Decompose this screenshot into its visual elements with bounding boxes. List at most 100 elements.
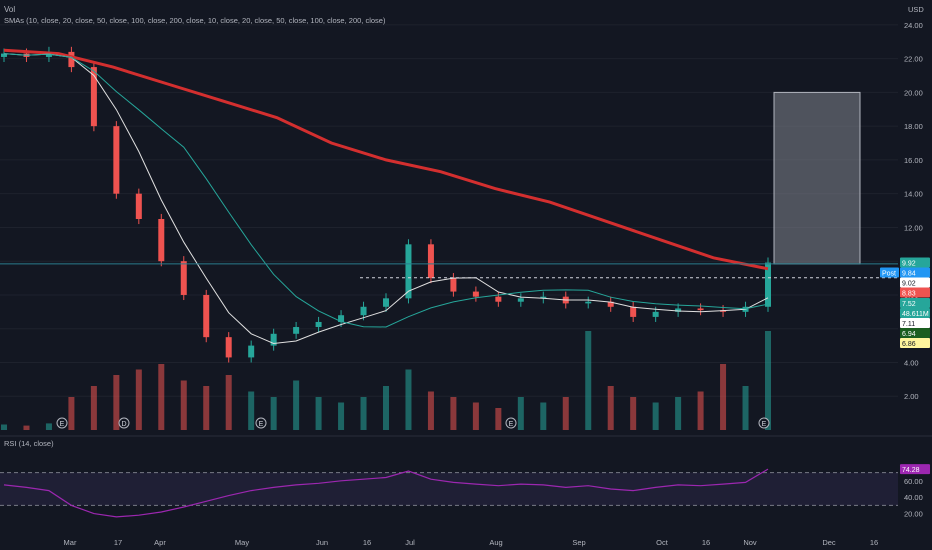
event-marker-label: E bbox=[762, 421, 767, 428]
candle[interactable] bbox=[675, 303, 682, 317]
candle-body bbox=[113, 126, 120, 194]
candle-body bbox=[472, 291, 479, 297]
candle[interactable] bbox=[630, 301, 637, 322]
price-badge[interactable]: 9.02 bbox=[900, 277, 930, 288]
candle-body bbox=[270, 333, 277, 346]
candle[interactable] bbox=[405, 239, 412, 304]
candle[interactable] bbox=[697, 303, 704, 316]
event-marker[interactable]: E bbox=[255, 417, 267, 429]
event-marker[interactable]: D bbox=[118, 417, 130, 429]
candle[interactable] bbox=[427, 239, 434, 284]
volume-bar bbox=[68, 397, 75, 430]
grid-lines bbox=[0, 24, 932, 437]
rsi-band-fill bbox=[0, 472, 898, 506]
rsi-legend: RSI (14, close) bbox=[4, 439, 54, 448]
rsi-line bbox=[3, 468, 769, 518]
sma-200-line bbox=[3, 48, 769, 271]
candle-body bbox=[293, 327, 300, 334]
volume-bar bbox=[765, 331, 771, 430]
candle[interactable] bbox=[517, 293, 524, 307]
volume-bar bbox=[675, 397, 682, 430]
time-axis[interactable]: Mar 17 Apr May Jun 16 Jul Aug Sep Oct 16 Nov Dec 16 bbox=[64, 538, 879, 547]
sma-short-line bbox=[3, 53, 769, 345]
price-badge-bg bbox=[900, 338, 930, 349]
volume-bar bbox=[630, 397, 637, 430]
price-badge-text: 7.52 bbox=[902, 301, 916, 308]
candle-body bbox=[158, 219, 165, 262]
candle[interactable] bbox=[383, 293, 389, 312]
volume-bar bbox=[338, 402, 345, 430]
price-axis[interactable]: 24.0022.0020.0018.0016.0014.0012.0010.00… bbox=[880, 21, 930, 519]
price-badge[interactable]: 9.84 Post bbox=[880, 267, 930, 278]
candle[interactable] bbox=[113, 121, 120, 199]
price-badge[interactable]: 7.52 bbox=[900, 298, 930, 309]
price-badge-text: 8.83 bbox=[902, 291, 916, 298]
candle[interactable] bbox=[765, 257, 771, 312]
candle-body bbox=[607, 301, 614, 307]
rsi-pane[interactable] bbox=[0, 468, 898, 518]
candle-body bbox=[225, 337, 232, 358]
candle-body bbox=[248, 345, 255, 358]
time-tick-label: 16 bbox=[363, 538, 371, 547]
candle[interactable] bbox=[158, 213, 165, 267]
candle[interactable] bbox=[225, 332, 232, 363]
candle[interactable] bbox=[585, 296, 592, 309]
candle[interactable] bbox=[90, 62, 97, 132]
candle[interactable] bbox=[270, 328, 277, 351]
candle-body bbox=[405, 244, 412, 299]
price-tick-label: 14.00 bbox=[904, 190, 923, 199]
price-badge[interactable]: 8.83 bbox=[900, 287, 930, 298]
price-badge[interactable]: 7.11 bbox=[900, 318, 930, 329]
candle[interactable] bbox=[248, 340, 255, 363]
time-tick-label: 16 bbox=[702, 538, 710, 547]
event-marker[interactable]: E bbox=[758, 417, 770, 429]
event-marker-label: D bbox=[121, 421, 126, 428]
price-badge[interactable]: 48.611M bbox=[900, 308, 930, 319]
volume-bar bbox=[180, 380, 187, 430]
volume-bar bbox=[203, 386, 210, 430]
volume-bar bbox=[225, 375, 232, 430]
price-tick-label: 4.00 bbox=[904, 358, 919, 367]
candle[interactable] bbox=[135, 188, 142, 225]
time-tick-label: Nov bbox=[743, 538, 757, 547]
volume-bar bbox=[270, 397, 277, 430]
candle[interactable] bbox=[495, 291, 502, 307]
candle[interactable] bbox=[450, 273, 457, 297]
candle[interactable] bbox=[607, 296, 614, 312]
candle-body bbox=[360, 306, 367, 316]
event-marker[interactable]: E bbox=[505, 417, 517, 429]
candle[interactable] bbox=[315, 316, 322, 333]
post-label-text: Post bbox=[882, 271, 896, 278]
candle[interactable] bbox=[180, 256, 187, 301]
price-badge-text: 9.92 bbox=[902, 261, 916, 268]
price-badge[interactable]: 6.94 bbox=[900, 328, 930, 339]
candle-body bbox=[427, 244, 434, 279]
time-tick-label: Jul bbox=[405, 538, 415, 547]
candle-body bbox=[675, 308, 682, 312]
volume-bar bbox=[113, 375, 120, 430]
candle-body bbox=[135, 193, 142, 219]
time-tick-label: Jun bbox=[316, 538, 328, 547]
candles[interactable] bbox=[1, 46, 771, 363]
price-badge[interactable]: 9.92 bbox=[900, 257, 930, 268]
candle[interactable] bbox=[203, 289, 210, 343]
rsi-badge[interactable]: 74.28 bbox=[900, 464, 930, 475]
price-badge-bg bbox=[900, 318, 930, 329]
candle[interactable] bbox=[68, 46, 75, 73]
candle[interactable] bbox=[472, 286, 479, 302]
candle-body bbox=[585, 301, 592, 304]
price-badge[interactable]: 6.86 bbox=[900, 338, 930, 349]
volume-bar bbox=[472, 402, 479, 430]
volume-bar bbox=[607, 386, 614, 430]
candle[interactable] bbox=[293, 321, 300, 339]
price-badge-text: 6.94 bbox=[902, 331, 916, 338]
volume-bar bbox=[495, 408, 502, 430]
position-box[interactable] bbox=[773, 91, 861, 265]
candle-body bbox=[203, 294, 210, 338]
event-marker-circle bbox=[255, 417, 267, 429]
volume-bar bbox=[652, 402, 659, 430]
candle[interactable] bbox=[540, 291, 547, 304]
event-marker[interactable]: E bbox=[56, 417, 68, 429]
